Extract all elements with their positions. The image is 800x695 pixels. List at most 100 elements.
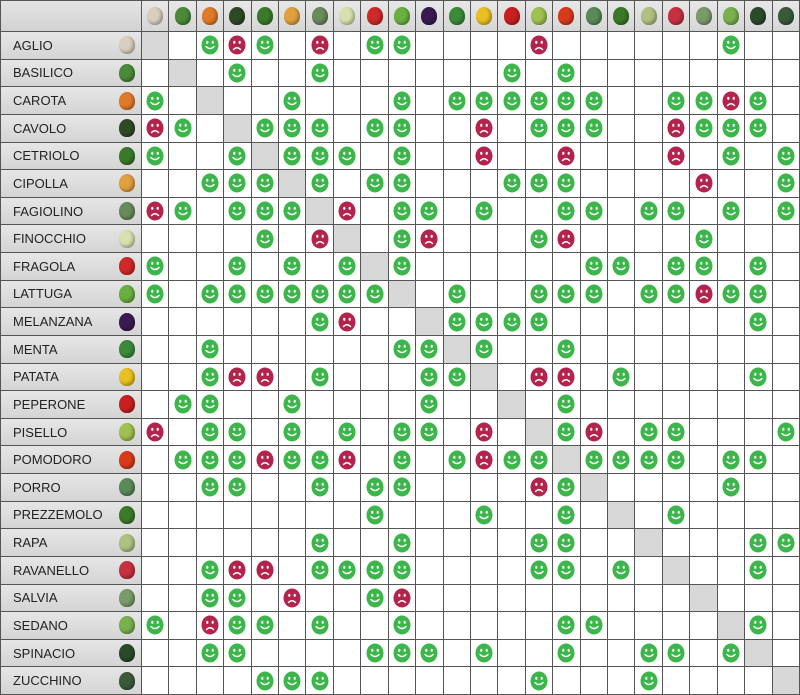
happy-face-icon (174, 394, 192, 414)
empty-cell (690, 391, 717, 418)
good-companion-cell (196, 170, 224, 197)
good-companion-cell (416, 363, 443, 391)
empty-cell (772, 225, 799, 252)
happy-face-icon (557, 118, 575, 138)
good-companion-cell (553, 170, 580, 197)
sad-face-icon (475, 146, 493, 166)
happy-face-icon (146, 146, 164, 166)
empty-cell (361, 335, 388, 363)
good-companion-cell (361, 170, 388, 197)
vegetable-name: AGLIO (13, 37, 53, 53)
good-companion-cell (142, 253, 169, 280)
happy-face-icon (256, 173, 274, 193)
empty-cell (745, 667, 772, 694)
good-companion-cell (251, 612, 279, 639)
good-companion-cell (553, 59, 580, 87)
empty-cell (251, 474, 279, 501)
good-companion-cell (388, 87, 416, 114)
bad-companion-cell (416, 225, 443, 252)
diagonal-cell (443, 335, 470, 363)
empty-cell (333, 59, 361, 87)
good-companion-cell (470, 197, 498, 225)
empty-cell (580, 584, 608, 612)
happy-face-icon (338, 256, 356, 276)
empty-cell (142, 667, 169, 694)
empty-cell (635, 87, 662, 114)
column-header-rapa (635, 1, 662, 31)
column-header-pomodoro (553, 1, 580, 31)
empty-cell (608, 114, 635, 142)
empty-cell (498, 639, 525, 667)
pea-icon (531, 7, 548, 25)
empty-cell (498, 363, 525, 391)
good-companion-cell (251, 114, 279, 142)
bad-companion-cell (662, 114, 690, 142)
happy-face-icon (201, 588, 219, 608)
happy-face-icon (530, 533, 548, 553)
empty-cell (525, 197, 553, 225)
happy-face-icon (366, 35, 384, 55)
bad-companion-cell (224, 363, 251, 391)
row-label-rapa: RAPA (1, 529, 141, 556)
good-companion-cell (224, 584, 251, 612)
happy-face-icon (722, 284, 740, 304)
good-companion-cell (361, 501, 388, 529)
empty-cell (306, 501, 333, 529)
happy-face-icon (283, 118, 301, 138)
good-companion-cell (525, 556, 553, 584)
column-header-aglio (142, 1, 169, 31)
good-companion-cell (443, 280, 470, 308)
empty-cell (251, 584, 279, 612)
empty-cell (772, 474, 799, 501)
good-companion-cell (224, 59, 251, 87)
happy-face-icon (393, 201, 411, 221)
diagonal-cell (635, 529, 662, 556)
empty-cell (717, 667, 745, 694)
empty-cell (443, 474, 470, 501)
vegetable-name: CAROTA (13, 93, 67, 109)
empty-cell (470, 253, 498, 280)
good-companion-cell (772, 418, 799, 446)
vegetable-name: SEDANO (13, 617, 68, 633)
happy-face-icon (448, 284, 466, 304)
good-companion-cell (553, 474, 580, 501)
happy-face-icon (146, 91, 164, 111)
empty-cell (717, 529, 745, 556)
sad-face-icon (338, 312, 356, 332)
happy-face-icon (612, 560, 630, 580)
good-companion-cell (525, 280, 553, 308)
good-companion-cell (279, 667, 306, 694)
empty-cell (416, 280, 443, 308)
empty-cell (333, 32, 361, 59)
empty-cell (635, 253, 662, 280)
vegetable-name: POMODORO (13, 452, 92, 468)
vegetable-name: MENTA (13, 341, 58, 357)
turnip-icon (119, 533, 135, 552)
column-header-carota (196, 1, 224, 31)
empty-cell (142, 363, 169, 391)
column-header-cavolo (224, 1, 251, 31)
empty-cell (662, 667, 690, 694)
empty-cell (333, 363, 361, 391)
happy-face-icon (283, 201, 301, 221)
empty-cell (443, 556, 470, 584)
happy-face-icon (503, 63, 521, 83)
diagonal-cell (333, 225, 361, 252)
happy-face-icon (557, 505, 575, 525)
good-companion-cell (635, 280, 662, 308)
happy-face-icon (228, 477, 246, 497)
happy-face-icon (722, 643, 740, 663)
sad-face-icon (667, 146, 685, 166)
good-companion-cell (525, 170, 553, 197)
good-companion-cell (553, 335, 580, 363)
happy-face-icon (228, 450, 246, 470)
good-companion-cell (169, 446, 196, 473)
good-companion-cell (224, 170, 251, 197)
empty-cell (443, 32, 470, 59)
empty-cell (772, 584, 799, 612)
empty-cell (662, 59, 690, 87)
happy-face-icon (722, 118, 740, 138)
empty-cell (772, 59, 799, 87)
happy-face-icon (393, 560, 411, 580)
eggplant-icon (421, 7, 438, 25)
